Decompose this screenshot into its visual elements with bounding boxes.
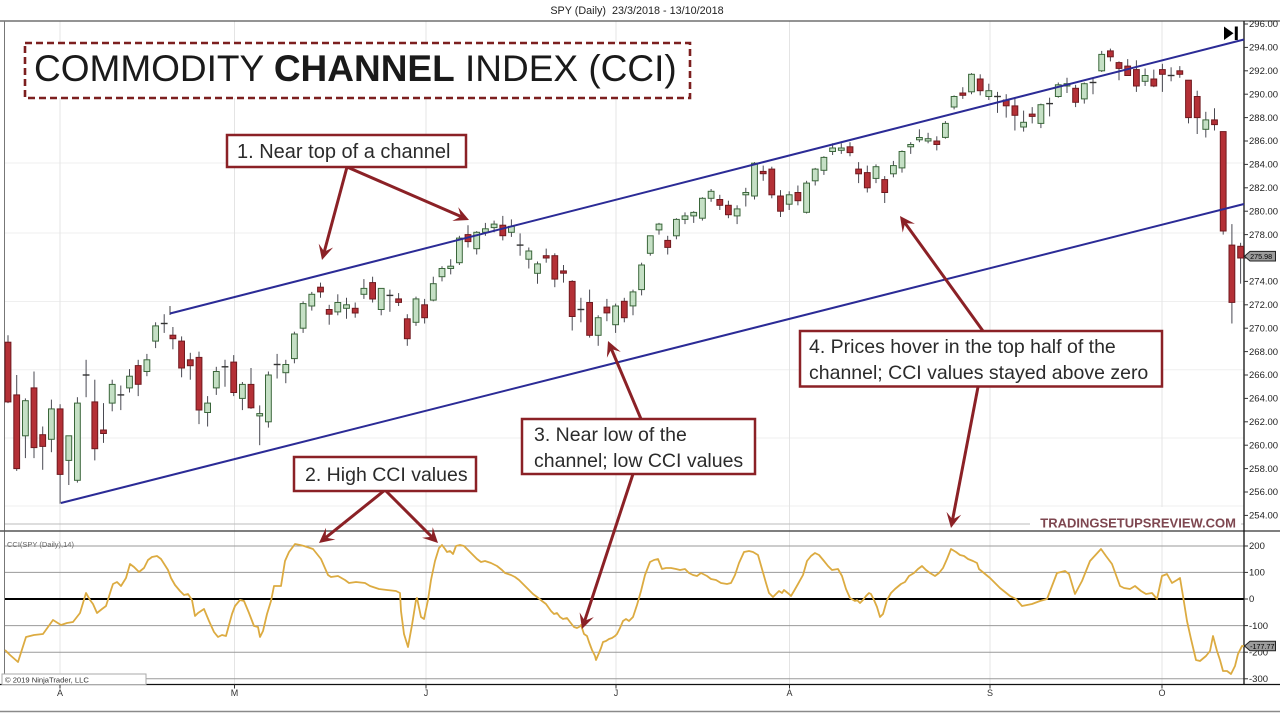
svg-text:J: J bbox=[614, 688, 619, 698]
svg-text:266.00: 266.00 bbox=[1249, 370, 1278, 381]
svg-text:292.00: 292.00 bbox=[1249, 66, 1278, 77]
svg-text:274.00: 274.00 bbox=[1249, 277, 1278, 288]
svg-text:268.00: 268.00 bbox=[1249, 347, 1278, 358]
svg-text:M: M bbox=[231, 688, 239, 698]
svg-text:280.00: 280.00 bbox=[1249, 206, 1278, 217]
svg-text:2. High CCI values: 2. High CCI values bbox=[305, 464, 468, 486]
svg-text:-100: -100 bbox=[1249, 621, 1268, 632]
svg-text:© 2019 NinjaTrader, LLC: © 2019 NinjaTrader, LLC bbox=[5, 676, 89, 685]
svg-text:TRADINGSETUPSREVIEW.COM: TRADINGSETUPSREVIEW.COM bbox=[1040, 516, 1236, 531]
svg-text:264.00: 264.00 bbox=[1249, 394, 1278, 405]
svg-text:-177.77: -177.77 bbox=[1250, 642, 1274, 651]
svg-text:S: S bbox=[987, 688, 993, 698]
svg-text:282.00: 282.00 bbox=[1249, 183, 1278, 194]
svg-text:256.00: 256.00 bbox=[1249, 487, 1278, 498]
svg-text:CCI(SPY (Daily),14): CCI(SPY (Daily),14) bbox=[7, 540, 74, 549]
svg-text:278.00: 278.00 bbox=[1249, 230, 1278, 241]
svg-text:254.00: 254.00 bbox=[1249, 511, 1278, 522]
svg-text:290.00: 290.00 bbox=[1249, 89, 1278, 100]
svg-text:294.00: 294.00 bbox=[1249, 43, 1278, 54]
svg-text:A: A bbox=[57, 688, 63, 698]
svg-text:200: 200 bbox=[1249, 541, 1265, 552]
svg-text:286.00: 286.00 bbox=[1249, 136, 1278, 147]
svg-text:262.00: 262.00 bbox=[1249, 417, 1278, 428]
svg-text:296.00: 296.00 bbox=[1249, 19, 1278, 30]
svg-text:channel; low CCI values: channel; low CCI values bbox=[534, 450, 743, 472]
svg-text:channel; CCI values stayed abo: channel; CCI values stayed above zero bbox=[809, 362, 1148, 384]
svg-text:272.00: 272.00 bbox=[1249, 300, 1278, 311]
svg-text:COMMODITY CHANNEL INDEX (CCI): COMMODITY CHANNEL INDEX (CCI) bbox=[34, 48, 677, 89]
svg-text:258.00: 258.00 bbox=[1249, 464, 1278, 475]
svg-text:J: J bbox=[424, 688, 429, 698]
svg-text:3. Near low of the: 3. Near low of the bbox=[534, 424, 687, 446]
svg-text:-300: -300 bbox=[1249, 674, 1268, 685]
svg-text:288.00: 288.00 bbox=[1249, 113, 1278, 124]
svg-text:-200: -200 bbox=[1249, 647, 1268, 658]
svg-text:0: 0 bbox=[1249, 594, 1254, 605]
svg-text:1. Near top of a channel: 1. Near top of a channel bbox=[237, 141, 450, 163]
svg-text:O: O bbox=[1158, 688, 1165, 698]
svg-text:SPY (Daily) 23/3/2018 - 13/10: SPY (Daily) 23/3/2018 - 13/10/2018 bbox=[550, 5, 723, 17]
svg-text:260.00: 260.00 bbox=[1249, 440, 1278, 451]
svg-text:A: A bbox=[786, 688, 792, 698]
svg-text:4. Prices hover in the top hal: 4. Prices hover in the top half of the bbox=[809, 336, 1116, 358]
svg-text:100: 100 bbox=[1249, 568, 1265, 579]
svg-text:275.98: 275.98 bbox=[1250, 252, 1272, 261]
svg-text:270.00: 270.00 bbox=[1249, 323, 1278, 334]
svg-text:284.00: 284.00 bbox=[1249, 160, 1278, 171]
